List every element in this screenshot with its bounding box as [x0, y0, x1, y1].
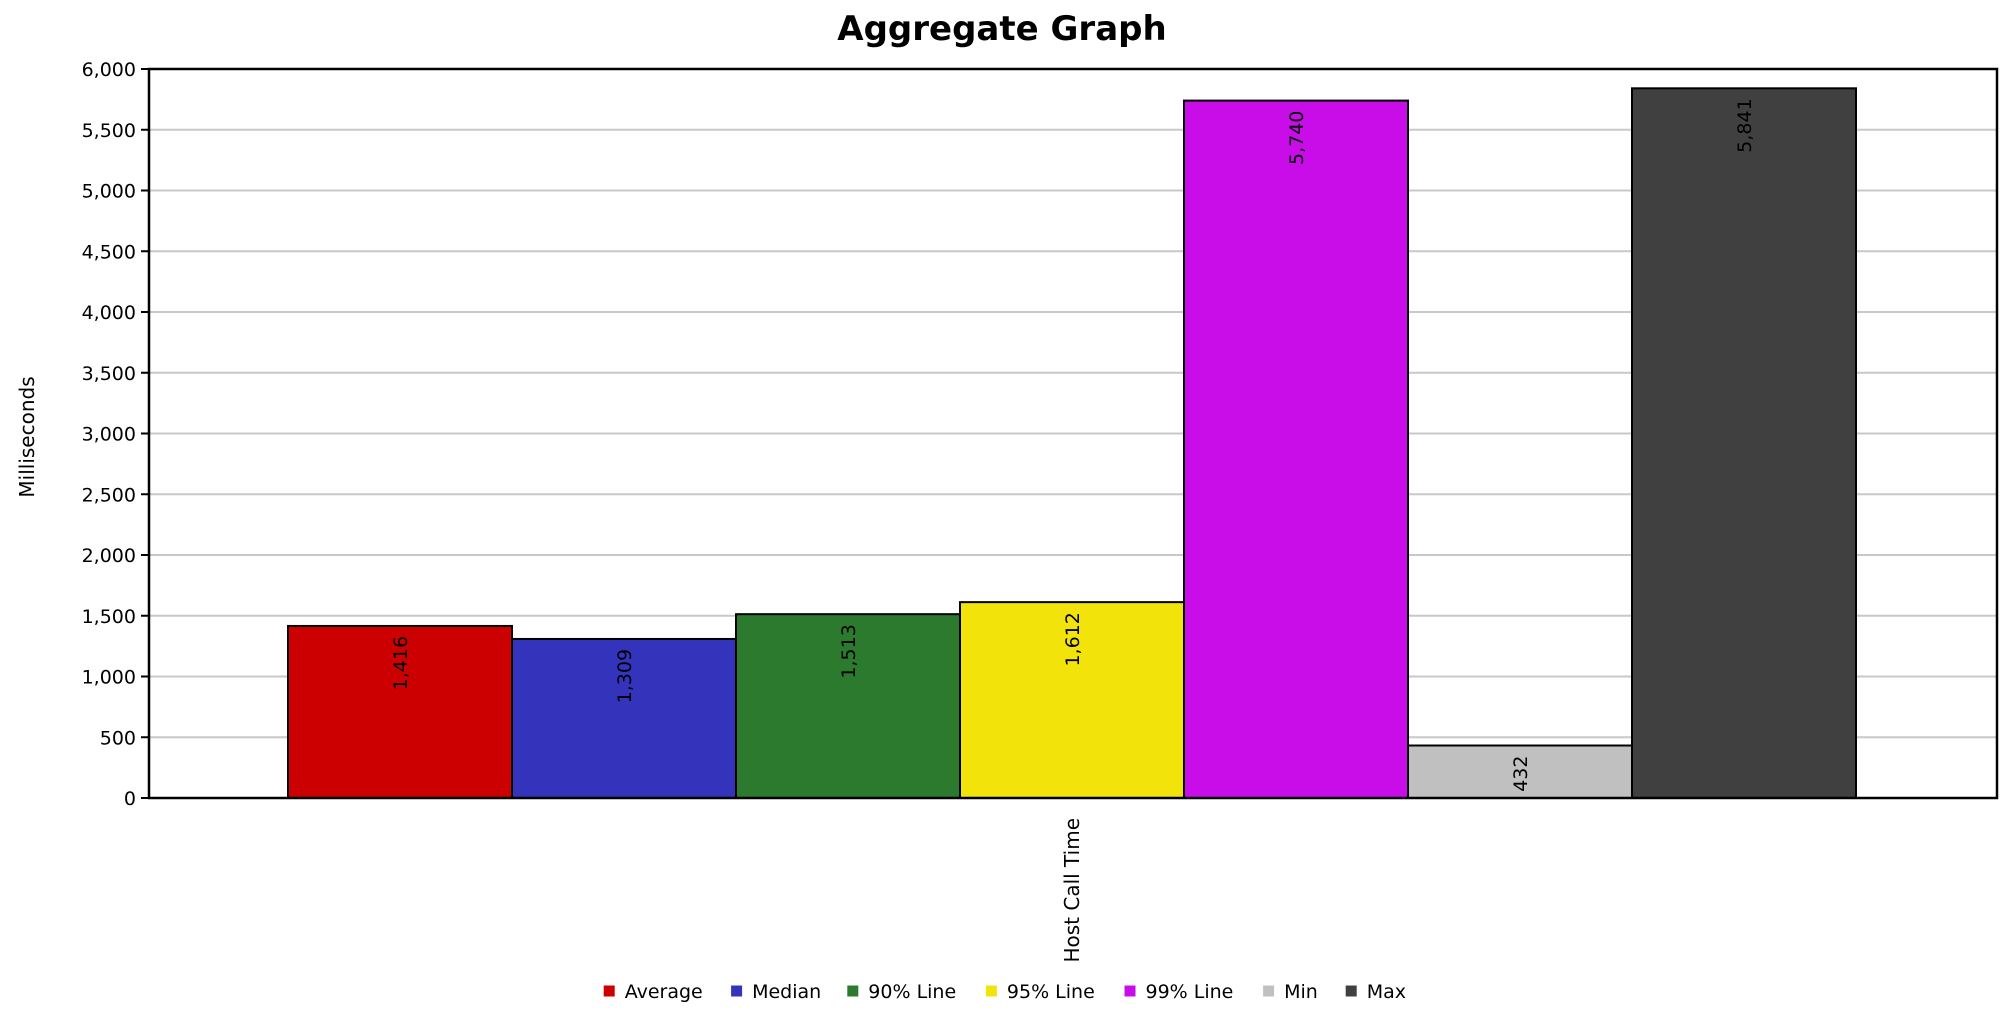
legend-label: 95% Line: [1007, 981, 1095, 1003]
data-label: 5,841: [1734, 98, 1756, 152]
bar-95-line: [959, 601, 1185, 800]
legend-item: Average: [603, 981, 703, 1003]
bar-min: [1407, 744, 1633, 800]
data-label: 1,513: [838, 624, 860, 678]
bars: [287, 87, 1857, 800]
legend-label: 90% Line: [868, 981, 956, 1003]
data-label: 1,612: [1062, 612, 1084, 666]
legend-item: 90% Line: [847, 981, 956, 1003]
y-tick-label: 1,500: [82, 606, 136, 628]
data-labels: 1,416 1,309 1,513 1,612 5,740 432 5,841: [390, 98, 1756, 791]
legend-swatch: [1345, 985, 1357, 997]
legend-label: Min: [1284, 981, 1318, 1003]
y-tick-label: 5,000: [82, 181, 136, 203]
y-tick-label: 5,500: [82, 120, 136, 142]
chart-title: Aggregate Graph: [837, 9, 1166, 49]
y-tick-label: 3,500: [82, 363, 136, 385]
legend-swatch: [1263, 985, 1275, 997]
bar-90-line: [735, 613, 961, 799]
legend-label: 99% Line: [1146, 981, 1234, 1003]
bar-average: [287, 624, 513, 799]
y-tick-label: 6,000: [82, 59, 136, 81]
legend-swatch: [603, 985, 615, 997]
data-label: 5,740: [1286, 111, 1308, 165]
y-tick-label: 2,500: [82, 484, 136, 506]
y-tick-label: 2,000: [82, 545, 136, 567]
y-tick-label: 500: [100, 727, 136, 749]
legend-swatch: [985, 985, 997, 997]
legend-label: Average: [625, 981, 703, 1003]
x-axis-categories: Host Call Time: [1060, 818, 1084, 963]
y-tick-label: 4,500: [82, 241, 136, 263]
data-label: 1,416: [390, 636, 412, 690]
legend-item: Median: [731, 981, 821, 1003]
legend-item: Max: [1345, 981, 1406, 1003]
legend-swatch: [847, 985, 859, 997]
data-label: 1,309: [614, 649, 636, 703]
legend-swatch: [731, 985, 743, 997]
legend-label: Max: [1367, 981, 1406, 1003]
legend: Average Median 90% Line 95% Line 99% Line Min…: [603, 981, 1406, 1003]
y-axis-label: Milliseconds: [15, 376, 39, 497]
data-label: 432: [1510, 756, 1532, 792]
legend-item: 95% Line: [985, 981, 1095, 1003]
bar-median: [511, 637, 737, 799]
y-axis-ticks: 0 500 1,000 1,500 2,000 2,500 3,000 3,500 4,000 4…: [82, 59, 149, 810]
y-tick-label: 4,000: [82, 302, 136, 324]
y-tick-label: 3,000: [82, 424, 136, 446]
legend-item: Min: [1263, 981, 1318, 1003]
legend-item: 99% Line: [1124, 981, 1234, 1003]
y-tick-label: 0: [124, 788, 136, 810]
bar-max: [1631, 87, 1857, 800]
bar-99-line: [1183, 99, 1409, 799]
y-tick-label: 1,000: [82, 667, 136, 689]
x-category-label: Host Call Time: [1060, 818, 1084, 963]
legend-swatch: [1124, 985, 1136, 997]
legend-label: Median: [752, 981, 821, 1003]
